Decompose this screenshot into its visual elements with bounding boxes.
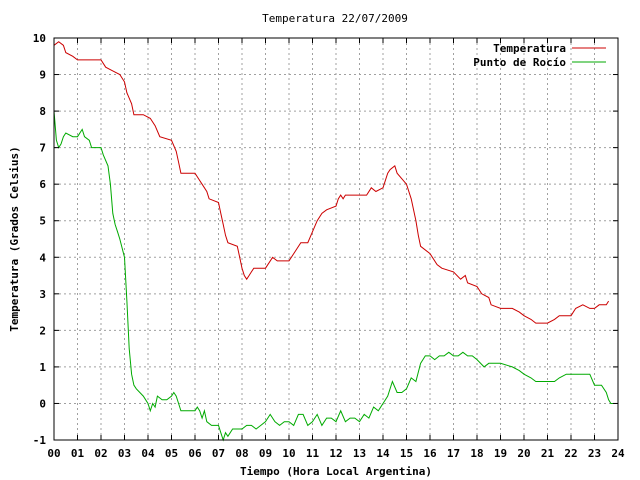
y-tick-label: 5 bbox=[39, 215, 46, 228]
x-tick-label: 22 bbox=[564, 447, 577, 460]
x-tick-label: 14 bbox=[376, 447, 390, 460]
series-layer bbox=[53, 41, 614, 442]
grid bbox=[54, 38, 618, 440]
y-tick-label: 0 bbox=[39, 397, 46, 410]
x-tick-label: 12 bbox=[329, 447, 342, 460]
y-tick-label: 4 bbox=[39, 251, 46, 264]
y-tick-label: 2 bbox=[39, 324, 46, 337]
tick-marks bbox=[53, 37, 619, 441]
y-tick-label: 10 bbox=[33, 32, 46, 45]
x-tick-label: 08 bbox=[235, 447, 248, 460]
x-tick-label: 10 bbox=[282, 447, 295, 460]
x-axis-label: Tiempo (Hora Local Argentina) bbox=[240, 465, 432, 478]
y-tick-label: 6 bbox=[39, 178, 46, 191]
x-tick-label: 11 bbox=[306, 447, 320, 460]
x-tick-label: 23 bbox=[588, 447, 601, 460]
legend: Temperatura Punto de Rocío bbox=[473, 42, 606, 69]
x-tick-label: 09 bbox=[259, 447, 272, 460]
x-tick-label: 15 bbox=[400, 447, 413, 460]
x-tick-label: 00 bbox=[47, 447, 60, 460]
x-tick-label: 13 bbox=[353, 447, 366, 460]
x-tick-label: 17 bbox=[447, 447, 460, 460]
x-tick-label: 01 bbox=[71, 447, 85, 460]
y-tick-label: 1 bbox=[39, 361, 46, 374]
x-tick-label: 20 bbox=[517, 447, 530, 460]
y-tick-label: 7 bbox=[39, 142, 46, 155]
x-tick-label: 18 bbox=[470, 447, 483, 460]
chart-title: Temperatura 22/07/2009 bbox=[262, 12, 408, 25]
legend-label-temperatura: Temperatura bbox=[493, 42, 566, 55]
y-tick-label: 3 bbox=[39, 288, 46, 301]
x-tick-label: 05 bbox=[165, 447, 178, 460]
x-tick-label: 04 bbox=[141, 447, 155, 460]
series-line-temperatura bbox=[53, 41, 610, 324]
x-tick-label: 07 bbox=[212, 447, 225, 460]
x-tick-label: 24 bbox=[611, 447, 625, 460]
x-tick-label: 19 bbox=[494, 447, 507, 460]
y-tick-label: 8 bbox=[39, 105, 46, 118]
y-tick-label: 9 bbox=[39, 69, 46, 82]
legend-label-punto-de-rocio: Punto de Rocío bbox=[473, 56, 566, 69]
series-line-punto-de-rocio bbox=[53, 111, 614, 442]
x-tick-label: 02 bbox=[94, 447, 107, 460]
x-tick-label: 16 bbox=[423, 447, 437, 460]
x-tick-label: 03 bbox=[118, 447, 131, 460]
x-tick-label: 06 bbox=[188, 447, 202, 460]
y-tick-label: -1 bbox=[33, 434, 47, 447]
x-tick-label: 21 bbox=[541, 447, 555, 460]
y-axis-label: Temperatura (Grados Celsius) bbox=[8, 146, 21, 331]
